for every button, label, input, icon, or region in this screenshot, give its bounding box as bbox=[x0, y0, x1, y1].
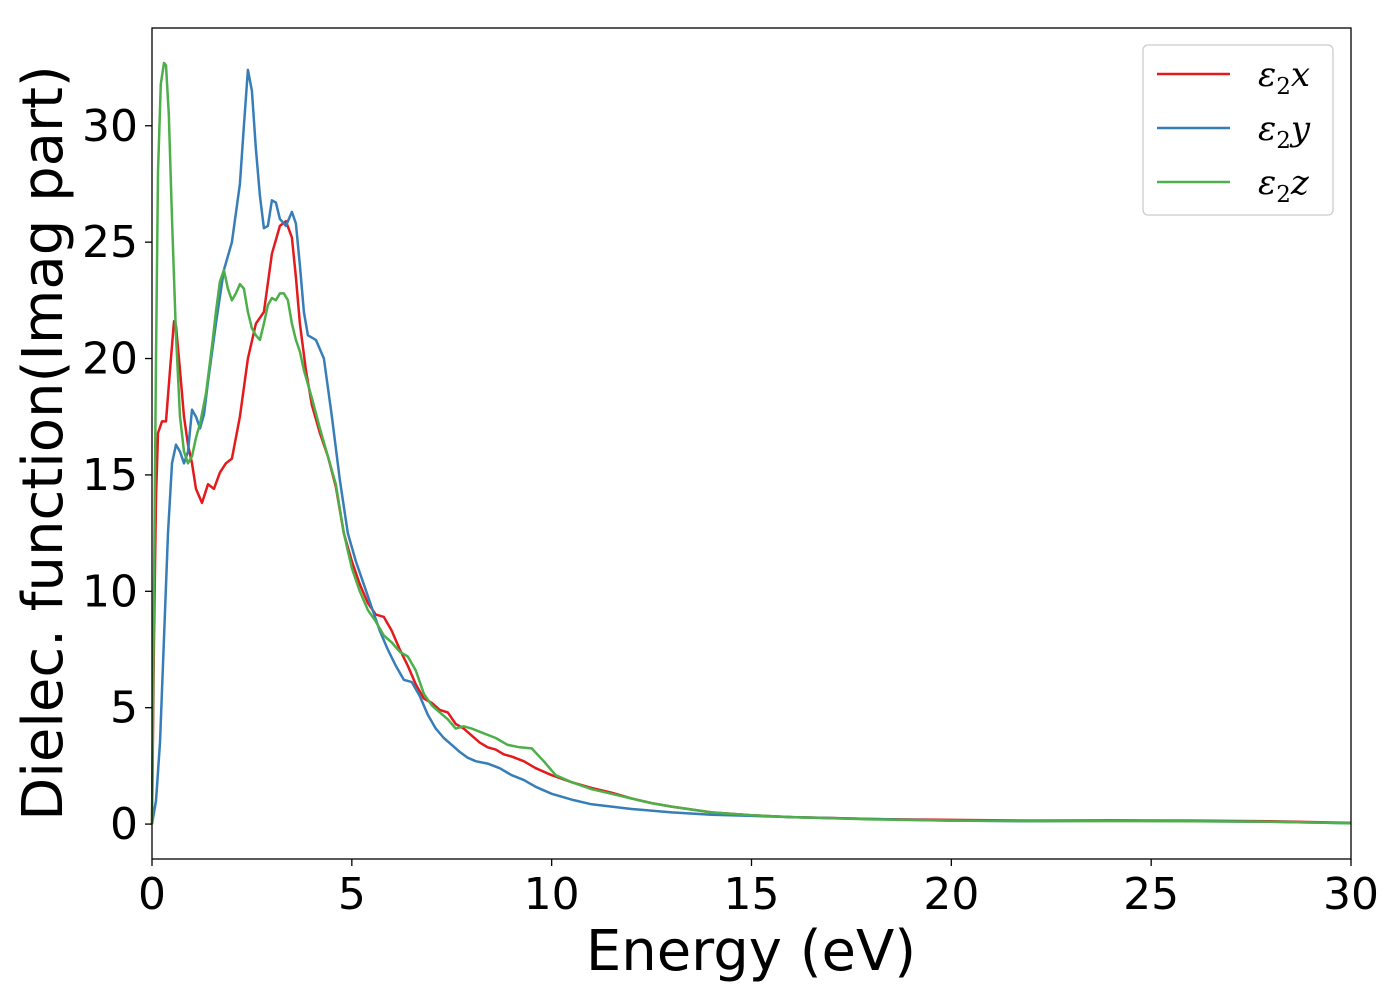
y-tick-label: 15 bbox=[82, 450, 138, 501]
legend-label-x: ε2x bbox=[1258, 55, 1310, 100]
legend-label-z: ε2z bbox=[1258, 163, 1310, 208]
y-tick-label: 30 bbox=[82, 101, 138, 152]
series-line-x bbox=[150, 219, 1352, 825]
series-layer bbox=[150, 61, 1352, 825]
y-axis-ticks: 0 5 10 15 20 25 30 bbox=[82, 101, 152, 850]
x-tick-label: 20 bbox=[923, 869, 979, 920]
legend-entries: ε2x ε2y ε2z bbox=[1157, 55, 1311, 208]
x-tick-label: 15 bbox=[724, 869, 780, 920]
series-line-y bbox=[150, 68, 1352, 825]
x-tick-label: 0 bbox=[138, 869, 166, 920]
y-tick-label: 10 bbox=[82, 566, 138, 617]
x-axis-ticks: 0 5 10 15 20 25 30 bbox=[138, 859, 1379, 920]
y-tick-label: 25 bbox=[82, 217, 138, 268]
legend-box bbox=[1142, 44, 1334, 216]
y-tick-label: 20 bbox=[82, 334, 138, 385]
y-tick-label: 5 bbox=[110, 683, 138, 734]
x-tick-label: 5 bbox=[338, 869, 366, 920]
legend: ε2x ε2y ε2z bbox=[1142, 44, 1334, 216]
legend-label-y: ε2y bbox=[1258, 109, 1311, 154]
series-line-z bbox=[150, 61, 1352, 825]
y-tick-label: 0 bbox=[110, 799, 138, 850]
x-tick-label: 25 bbox=[1123, 869, 1179, 920]
x-axis-title: Energy (eV) bbox=[586, 919, 916, 984]
x-tick-label: 30 bbox=[1323, 869, 1379, 920]
x-tick-label: 10 bbox=[524, 869, 580, 920]
y-axis-title: Dielec. function(Imag part) bbox=[11, 65, 76, 821]
